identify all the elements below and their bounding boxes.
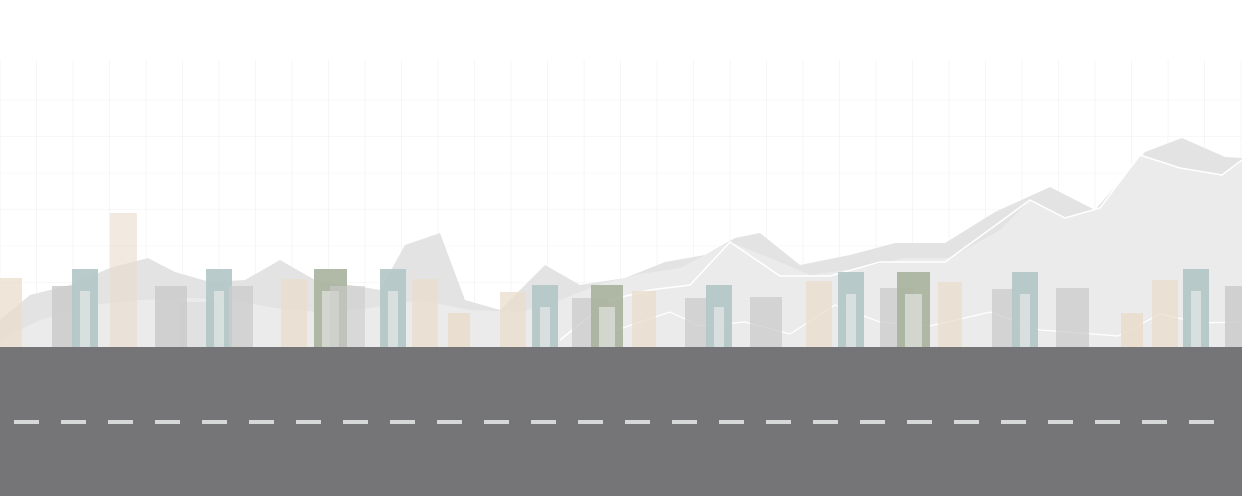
lane-dash: [61, 420, 86, 424]
lane-dash: [578, 420, 603, 424]
lane-dash: [531, 420, 556, 424]
mountain-front-shape: [0, 155, 1242, 348]
lane-dash: [108, 420, 133, 424]
building-window: [80, 291, 90, 348]
building-window: [214, 291, 224, 348]
building-window: [1191, 291, 1201, 348]
road-lane-markings: [14, 420, 1224, 425]
lane-dash: [1142, 420, 1167, 424]
building-block: [0, 278, 22, 348]
building-block: [1152, 280, 1178, 348]
building-block: [110, 213, 137, 348]
lane-dash: [766, 420, 791, 424]
building-block: [938, 282, 962, 348]
building-block: [992, 289, 1014, 348]
lane-dash: [1095, 420, 1120, 424]
building-window: [599, 307, 615, 348]
building-block: [412, 279, 438, 348]
building-block: [281, 279, 307, 348]
buildings-layer: [0, 213, 1242, 348]
building-block: [448, 313, 470, 348]
lane-dash: [719, 420, 744, 424]
building-window: [905, 294, 922, 348]
building-window: [540, 307, 550, 348]
building-block: [229, 286, 253, 348]
lane-dash: [437, 420, 462, 424]
skyline-svg: [0, 60, 1242, 348]
road-surface: [0, 347, 1242, 496]
building-block: [1056, 288, 1089, 348]
lane-dash: [343, 420, 368, 424]
lane-dash: [202, 420, 227, 424]
lane-dash: [484, 420, 509, 424]
building-window: [1020, 294, 1030, 348]
building-block: [806, 281, 832, 348]
building-block: [632, 291, 656, 348]
building-block: [685, 298, 707, 348]
building-window: [388, 291, 398, 348]
building-block: [1121, 313, 1143, 348]
skyline-area: [0, 60, 1242, 348]
lane-dash: [1048, 420, 1073, 424]
lane-dash: [14, 420, 39, 424]
lane-dash: [954, 420, 979, 424]
lane-dash: [860, 420, 885, 424]
building-block: [1225, 286, 1242, 348]
ridge-line: [559, 154, 1242, 341]
lane-dash: [249, 420, 274, 424]
building-window: [846, 294, 856, 348]
building-block: [500, 292, 526, 348]
lane-dash: [625, 420, 650, 424]
building-block: [330, 286, 365, 348]
lane-dash: [296, 420, 321, 424]
lane-dash: [1001, 420, 1026, 424]
lane-dash: [813, 420, 838, 424]
building-block: [52, 286, 74, 348]
building-block: [155, 286, 187, 348]
lane-dash: [390, 420, 415, 424]
lane-dash: [1189, 420, 1214, 424]
lane-dash: [155, 420, 180, 424]
building-block: [750, 297, 782, 348]
lane-dash: [672, 420, 697, 424]
building-window: [714, 307, 724, 348]
lane-dash: [907, 420, 932, 424]
